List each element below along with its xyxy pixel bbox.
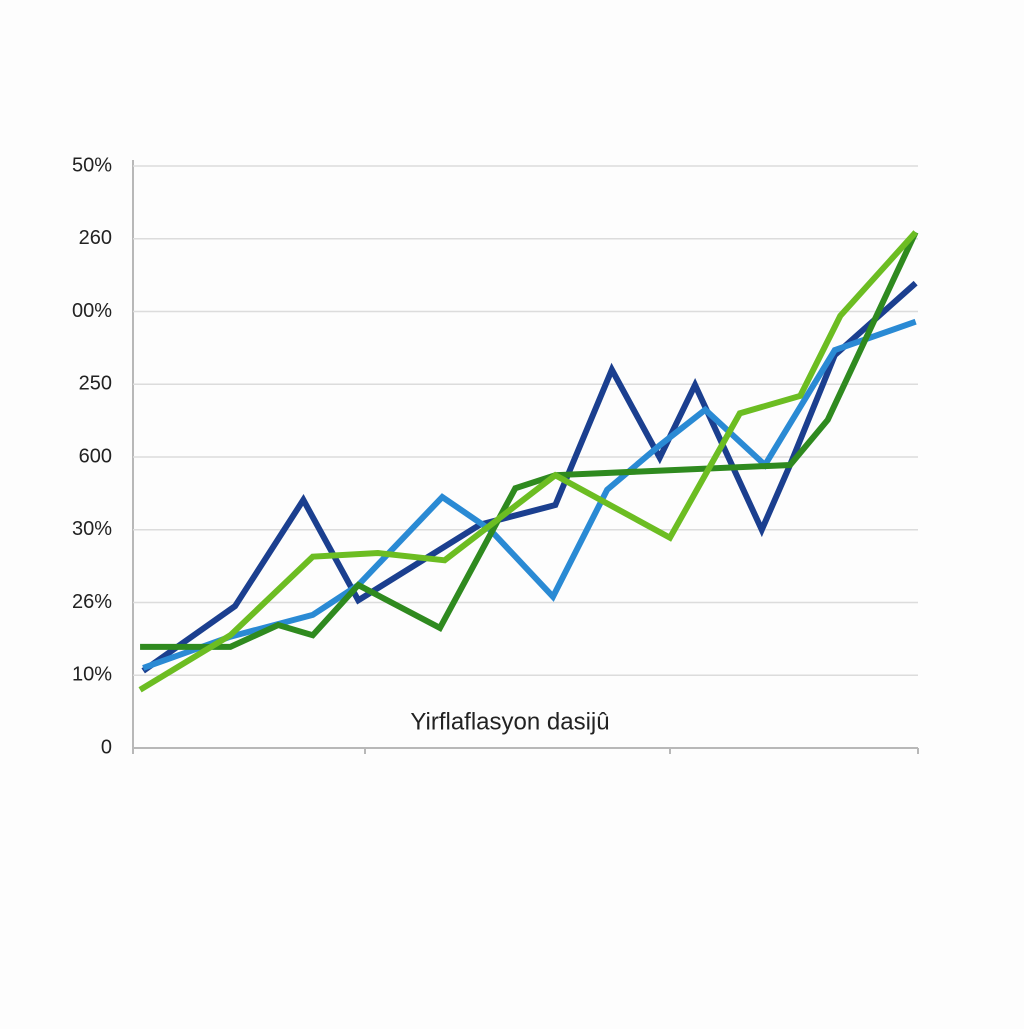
y-tick-label: 0 bbox=[101, 736, 112, 758]
series-line bbox=[138, 230, 918, 693]
y-tick-label: 26% bbox=[72, 591, 112, 613]
series-line bbox=[140, 230, 919, 650]
y-tick-label: 250 bbox=[79, 373, 112, 395]
series-line bbox=[141, 280, 918, 674]
y-tick-label: 10% bbox=[72, 664, 112, 686]
y-tick-label: 50% bbox=[72, 154, 112, 176]
lines bbox=[138, 230, 919, 693]
y-tick-label: 260 bbox=[79, 227, 112, 249]
y-tick-label: 30% bbox=[72, 518, 112, 540]
y-tick-label: 600 bbox=[79, 445, 112, 467]
x-axis-label: Yirflaflasyon dasijû bbox=[410, 708, 609, 735]
y-tick-label: 00% bbox=[72, 300, 112, 322]
grid bbox=[133, 165, 918, 676]
